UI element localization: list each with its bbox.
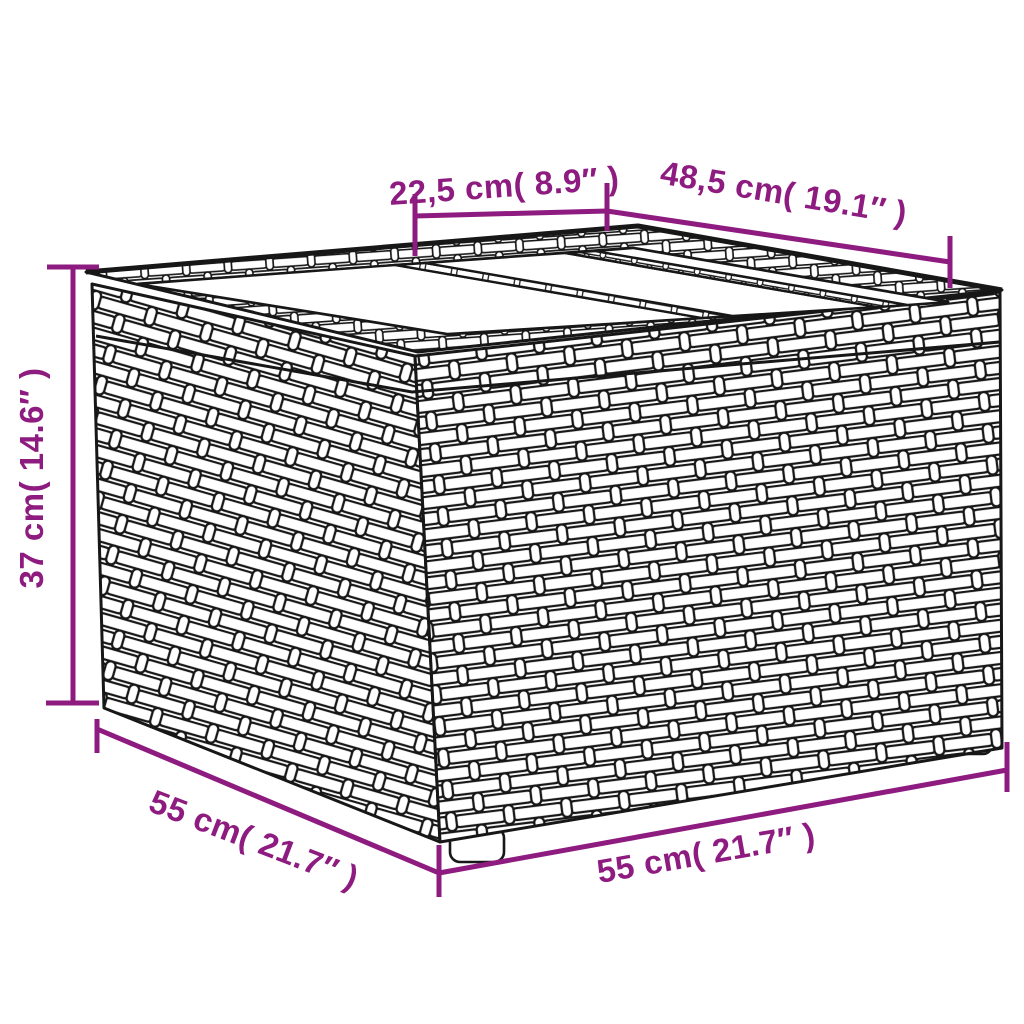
top-glass-dimension-line: [606, 208, 953, 288]
width-dimension-line: [438, 742, 1010, 876]
rim-lower-edge: [95, 334, 1001, 394]
top-back-edge: [85, 223, 1003, 293]
front-woven-face: [413, 290, 1004, 844]
top-panel-dimension-line: [412, 183, 610, 256]
glass-panel-right: [593, 246, 950, 307]
height-dimension-line: [46, 264, 99, 706]
corner-seam: [413, 355, 442, 843]
rattan-table-drawing: [84, 223, 1004, 864]
height-label: 37 cm( 14.6″ ): [13, 368, 50, 589]
glass-top: [136, 246, 950, 336]
